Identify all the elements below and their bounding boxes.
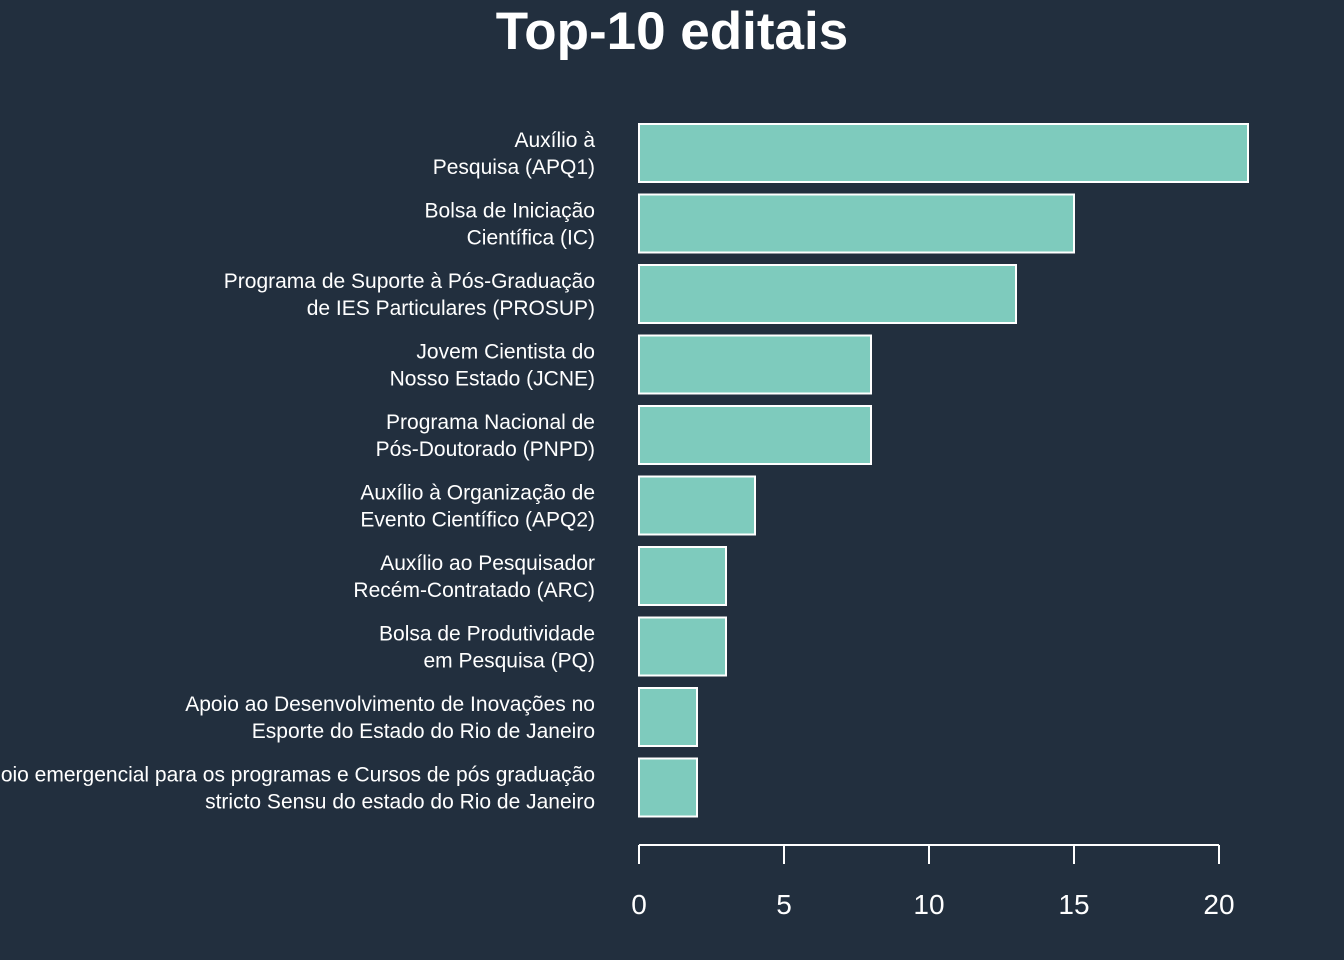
category-label-line: Científica (IC): [467, 227, 595, 250]
category-label: Bolsa de Produtividade em Pesquisa (PQ): [379, 623, 595, 673]
category-label-line: Bolsa de Iniciação: [425, 200, 595, 223]
bar: [638, 405, 872, 465]
category-label-line: Programa de Suporte à Pós-Graduação: [224, 270, 595, 293]
bar: [638, 757, 698, 818]
x-axis: 0 5 10 15 20: [631, 844, 1235, 920]
category-label-line: Esporte do Estado do Rio de Janeiro: [252, 720, 595, 743]
bar: [638, 616, 727, 677]
bar: [638, 334, 872, 395]
bars-group: [638, 123, 1249, 818]
category-label-line: Apoio emergencial para os programas e Cu…: [0, 764, 595, 787]
category-label-line: Jovem Cientista do: [416, 341, 595, 364]
category-label-line: Bolsa de Produtividade: [379, 623, 595, 646]
category-label: Apoio ao Desenvolvimento de Inovações no…: [185, 693, 595, 743]
category-label-line: Evento Científico (APQ2): [360, 509, 595, 532]
x-tick-label: 20: [1203, 889, 1234, 920]
category-label-line: Programa Nacional de: [386, 411, 595, 434]
category-label: Apoio emergencial para os programas e Cu…: [0, 764, 595, 814]
category-labels-group: Auxílio à Pesquisa (APQ1) Bolsa de Iniciaç…: [0, 129, 595, 814]
bar: [638, 193, 1075, 254]
bar: [638, 687, 698, 747]
chart-title: Top-10 editais: [496, 2, 848, 61]
category-label: Auxílio à Organização de Evento Científic…: [360, 482, 595, 532]
bar: [638, 123, 1249, 183]
category-label-line: Pesquisa (APQ1): [433, 156, 595, 179]
x-tick-label: 5: [776, 889, 792, 920]
x-tick-label: 0: [631, 889, 647, 920]
x-tick-label: 10: [913, 889, 944, 920]
category-label-line: Auxílio à: [514, 129, 595, 152]
category-label: Programa de Suporte à Pós-Graduação de IE…: [224, 270, 595, 320]
category-label-line: Pós-Doutorado (PNPD): [376, 438, 595, 461]
category-label-line: Recém-Contratado (ARC): [353, 579, 595, 602]
bar: [638, 264, 1017, 324]
category-label: Jovem Cientista do Nosso Estado (JCNE): [390, 341, 595, 391]
category-label-line: Apoio ao Desenvolvimento de Inovações no: [185, 693, 595, 716]
bar: [638, 475, 756, 536]
category-label: Auxílio ao Pesquisador Recém-Contratado (…: [353, 552, 595, 602]
category-label-line: Nosso Estado (JCNE): [390, 368, 595, 391]
category-label-line: Auxílio ao Pesquisador: [380, 552, 595, 575]
category-label-line: Auxílio à Organização de: [360, 482, 595, 505]
x-tick-label: 15: [1058, 889, 1089, 920]
category-label-line: de IES Particulares (PROSUP): [307, 297, 595, 320]
category-label: Auxílio à Pesquisa (APQ1): [433, 129, 596, 179]
bar: [638, 546, 727, 606]
category-label-line: em Pesquisa (PQ): [423, 650, 595, 673]
category-label-line: stricto Sensu do estado do Rio de Janeir…: [205, 791, 595, 814]
category-label: Programa Nacional de Pós-Doutorado (PNPD): [376, 411, 595, 461]
category-label: Bolsa de Iniciação Científica (IC): [425, 200, 595, 250]
